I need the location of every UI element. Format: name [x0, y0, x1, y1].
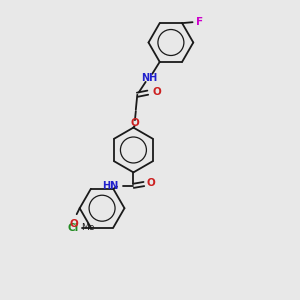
Text: Me: Me [81, 223, 94, 232]
Text: O: O [147, 178, 156, 188]
Text: O: O [152, 87, 161, 97]
Text: O: O [130, 118, 139, 128]
Text: NH: NH [141, 73, 158, 83]
Text: F: F [196, 16, 203, 27]
Text: O: O [69, 219, 78, 229]
Text: Cl: Cl [68, 223, 79, 232]
Text: HN: HN [102, 181, 119, 191]
